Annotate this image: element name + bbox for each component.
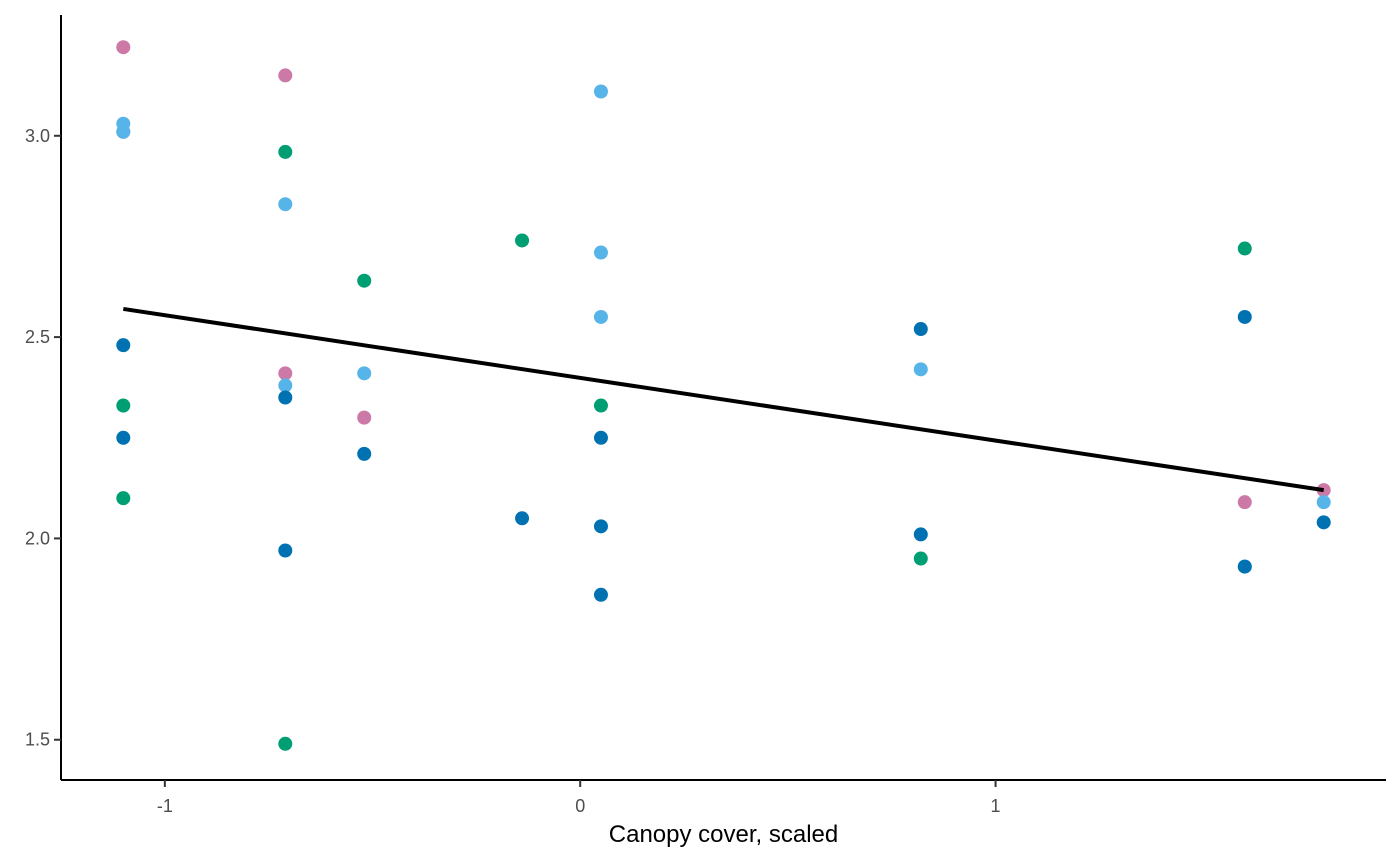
x-tick-label: 1 [991,796,1001,816]
series-2 [116,84,1331,574]
data-point [515,233,530,248]
data-point [1237,495,1252,510]
data-point [278,543,293,558]
trend-line-group [123,306,1324,493]
data-points [116,40,1331,751]
y-axis-ticks: 1.5 2.0 2.5 3.0 [25,126,61,750]
data-point [593,245,608,260]
data-point [593,309,608,324]
data-point [913,362,928,377]
data-point [1316,495,1331,510]
data-point [913,322,928,337]
data-point [593,398,608,413]
data-point [357,446,372,461]
data-point [116,338,131,353]
data-point [116,491,131,506]
data-point [357,366,372,381]
series-1 [116,40,1331,510]
data-point [278,197,293,212]
data-point [593,84,608,99]
data-point [278,366,293,381]
y-tick-label: 3.0 [25,126,50,146]
y-tick-label: 2.5 [25,327,50,347]
data-point [278,68,293,83]
data-point [116,124,131,139]
data-point [278,736,293,751]
x-tick-label: 0 [575,796,585,816]
y-tick-label: 2.0 [25,528,50,548]
x-axis-ticks: -1 0 1 [157,780,1001,816]
data-point [593,587,608,602]
series-4 [116,309,1331,602]
data-point [278,390,293,405]
data-point [116,430,131,445]
y-tick-label: 1.5 [25,730,50,750]
data-point [913,551,928,566]
data-point [593,519,608,534]
axes [60,15,1386,781]
data-point [278,378,293,393]
data-point [1237,559,1252,574]
data-point [357,273,372,288]
series-3 [116,144,1252,751]
data-point [515,511,530,526]
x-tick-label: -1 [157,796,173,816]
data-point [357,410,372,425]
data-point [913,527,928,542]
data-point [593,430,608,445]
data-point [1316,515,1331,530]
trend-line [123,306,1324,493]
data-point [278,144,293,159]
data-point [1237,309,1252,324]
x-axis-title: Canopy cover, scaled [609,821,838,848]
data-point [116,398,131,413]
data-point [116,40,131,55]
data-point [1237,241,1252,256]
